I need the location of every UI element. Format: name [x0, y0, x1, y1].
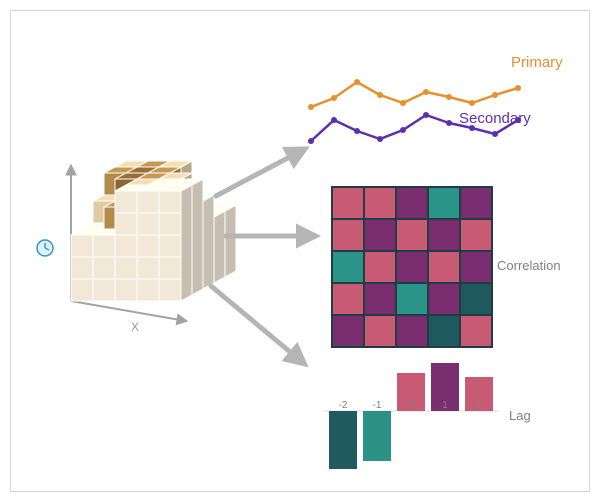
lag-label: Lag — [509, 409, 531, 422]
svg-text:-2: -2 — [339, 400, 348, 411]
lag-bar-chart: -2 -1 0 1 2 — [11, 11, 590, 492]
svg-text:-1: -1 — [373, 400, 382, 411]
diagram-card: XY Primary Secondary Correlation -2-1012… — [10, 10, 590, 492]
svg-text:0: 0 — [408, 400, 414, 411]
svg-text:1: 1 — [442, 400, 448, 411]
svg-text:2: 2 — [476, 400, 482, 411]
